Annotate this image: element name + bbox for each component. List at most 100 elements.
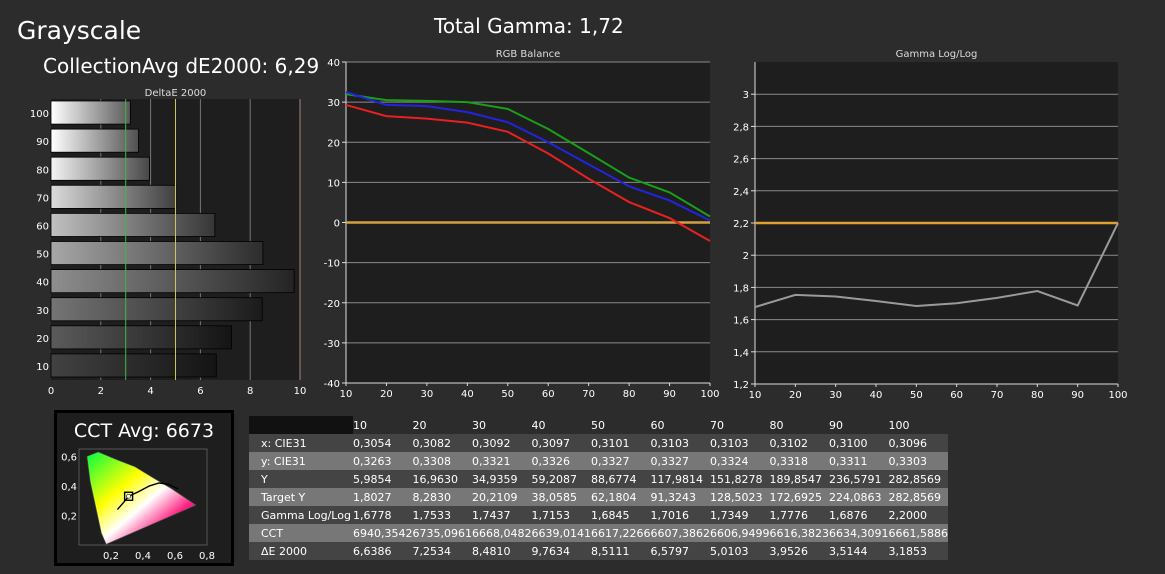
deltae-y-tick: 70	[36, 193, 49, 204]
deltae-x-tick: 8	[247, 386, 253, 397]
gamma-y-tick: 1,8	[733, 283, 749, 294]
table-cell: 6735,0961	[412, 526, 473, 540]
table-cell: 3,1853	[888, 544, 928, 558]
table-cell: 20,2109	[472, 490, 518, 504]
deltae-bar	[50, 212, 216, 237]
table-cell: 0,3101	[591, 436, 630, 450]
cie-x-tick: 0,8	[199, 551, 215, 562]
table-cell: 1,6778	[353, 508, 392, 522]
gamma-y-tick: 3	[743, 90, 749, 101]
rgb-balance-title: RGB Balance	[496, 49, 561, 60]
cie-y-tick: 0,4	[61, 482, 77, 493]
gamma-x-tick: 50	[910, 390, 923, 401]
table-column-header: 80	[769, 418, 784, 432]
cie-measured-point	[126, 493, 131, 499]
table-row-label: CCT	[261, 526, 284, 540]
table-cell: 0,3311	[829, 454, 868, 468]
table-cell: 1,7349	[710, 508, 749, 522]
rgb-balance-y-tick: -20	[324, 299, 340, 310]
deltae-y-tick: 50	[36, 250, 49, 261]
table-cell: 3,9526	[769, 544, 809, 558]
deltae-x-tick: 4	[147, 386, 153, 397]
page-title: Grayscale	[17, 16, 142, 45]
table-cell: 0,3097	[531, 436, 571, 450]
table-column-header: 40	[531, 418, 546, 432]
rgb-balance-series-line-0	[345, 93, 711, 218]
rgb-balance-y-tick: 40	[327, 58, 340, 69]
deltae-bar	[50, 353, 217, 378]
table-cell: 189,8547	[769, 472, 823, 486]
table-row: ΔE 2000 6,6386 7,2534 8,4810 9,7634 8,5111 6,5…	[249, 542, 948, 560]
gamma-y-tick: 1,4	[733, 348, 749, 359]
table-cell: 34,9359	[472, 472, 518, 486]
table-row: y: CIE31 0,3263 0,3308 0,3321 0,3326 0,3327 0,…	[249, 452, 948, 470]
table-cell: 38,0585	[531, 490, 578, 504]
gamma-y-tick: 1,6	[733, 316, 749, 327]
rgb-balance-y-tick: 0	[334, 219, 340, 230]
deltae-y-tick: 90	[36, 137, 49, 148]
table-column-header: 70	[710, 418, 724, 432]
table-cell: 282,8569	[888, 472, 942, 486]
table-cell: 6616,3823	[769, 526, 830, 540]
cie-y-tick: 0,2	[61, 511, 77, 522]
table-cell: 62,1804	[591, 490, 637, 504]
table-cell: 0,3102	[769, 436, 809, 450]
gamma-x-tick: 20	[789, 390, 802, 401]
table-cell: 6,5797	[650, 544, 690, 558]
table-header-row: 10 20 30 40 50 60 70 80 90 100	[249, 416, 948, 434]
table-cell: 0,3103	[710, 436, 749, 450]
gamma-y-tick: 1,2	[733, 380, 749, 391]
deltae-y-tick: 20	[36, 334, 49, 345]
rgb-balance-y-tick: 20	[327, 138, 340, 149]
table-cell: 0,3100	[829, 436, 868, 450]
rgb-balance-y-tick: -10	[324, 259, 340, 270]
table-column-header: 60	[650, 418, 665, 432]
table-cell: 0,3321	[472, 454, 511, 468]
deltae-x-tick: 6	[197, 386, 203, 397]
table-cell: 0,3327	[650, 454, 690, 468]
cie-whitepoint-marker	[123, 491, 134, 501]
rgb-balance-y-tick: -40	[324, 379, 340, 390]
table-cell: 282,8569	[888, 490, 942, 504]
rgb-balance-x-tick: 40	[461, 389, 474, 400]
table-cell: 0,3096	[888, 436, 928, 450]
table-cell: 0,3103	[650, 436, 690, 450]
table-cell: 6617,2266	[591, 526, 651, 540]
gamma-y-tick: 2,2	[733, 219, 749, 230]
table-cell: 6634,3091	[829, 526, 889, 540]
gamma-x-tick: 40	[870, 390, 883, 401]
table-cell: 59,2087	[531, 472, 578, 486]
cct-panel: CCT Avg: 6673 0,6 0,4 0,2 0,2 0,4 0,6 0,8	[54, 410, 234, 566]
cie-y-tick: 0,6	[61, 452, 77, 463]
table-cell: 6,6386	[353, 544, 392, 558]
gamma-x-tick: 60	[950, 390, 963, 401]
table-column-header: 10	[353, 418, 367, 432]
table-cell: 1,6845	[591, 508, 630, 522]
deltae-bar	[50, 325, 233, 350]
table-cell: 172,6925	[769, 490, 823, 504]
table-cell: 0,3263	[353, 454, 392, 468]
deltae-bar	[50, 100, 131, 125]
table-row: Gamma Log/Log 1,6778 1,7533 1,7437 1,7153 1,6…	[249, 506, 948, 524]
deltae-y-tick: 60	[36, 221, 49, 232]
gamma-y-tick: 2,4	[733, 187, 749, 198]
deltae-y-tick: 30	[36, 306, 49, 317]
deltae-y-tick: 40	[36, 278, 49, 289]
gamma-x-tick: 80	[1031, 390, 1044, 401]
rgb-balance-x-tick: 90	[663, 389, 676, 400]
table-cell: 2,2000	[888, 508, 928, 522]
table-cell: 1,7016	[650, 508, 690, 522]
rgb-balance-y-tick: 30	[327, 98, 340, 109]
table-row-label: Y	[261, 472, 268, 486]
rgb-balance-x-tick: 100	[700, 389, 719, 400]
gamma-y-tick: 2,6	[733, 155, 749, 166]
rgb-balance-x-tick: 60	[542, 389, 555, 400]
table-row: CCT 6940,3542 6735,0961 6668,0482 6639,0141 6…	[249, 524, 948, 542]
table-cell: 128,5023	[710, 490, 763, 504]
rgb-balance-y-tick: 10	[327, 178, 340, 189]
cie-x-tick: 0,6	[167, 551, 183, 562]
gamma-title: Gamma Log/Log	[896, 49, 978, 60]
cie-x-tick: 0,4	[135, 551, 151, 562]
gamma-x-tick: 30	[829, 390, 842, 401]
